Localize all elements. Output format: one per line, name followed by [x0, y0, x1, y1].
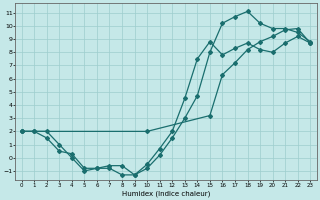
X-axis label: Humidex (Indice chaleur): Humidex (Indice chaleur): [122, 190, 210, 197]
